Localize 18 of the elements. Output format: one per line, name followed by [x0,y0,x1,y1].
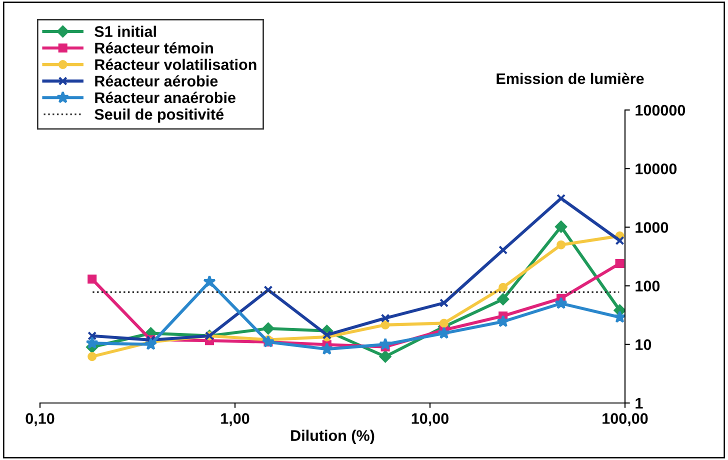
y-tick-label: 10000 [636,163,677,174]
legend-label: S1 initial [94,26,156,37]
legend-label: Seuil de positivité [94,108,224,123]
legend-label: Réacteur anaérobie [95,92,236,104]
x-axis-title: Dilution (%) [291,430,374,444]
y-tick-label: 1000 [636,222,668,233]
legend-label: Réacteur volatilisation [95,58,256,70]
x-tick-label: 10,00 [412,413,448,426]
legend-label: Réacteur témoin [95,42,213,54]
y-axis-title: Emission de lumière [496,72,644,84]
y-tick-label: 1 [636,398,643,409]
x-tick-label: 1,00 [221,413,250,426]
x-tick-label: 100,00 [602,413,648,426]
legend-label: Réacteur aérobie [95,75,218,87]
y-tick-label: 100 [636,280,660,292]
y-tick-label: 10 [636,339,652,350]
x-tick-label: 0,10 [26,413,54,426]
y-tick-label: 100000 [636,104,686,116]
